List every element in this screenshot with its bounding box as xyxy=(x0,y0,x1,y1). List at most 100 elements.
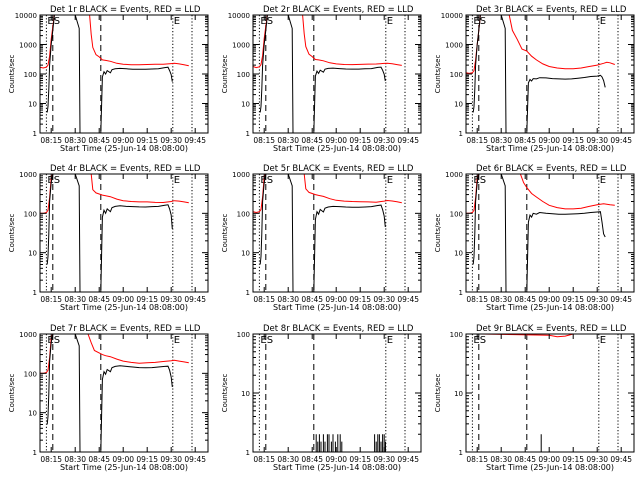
det-3-x-tick-label: 08:15 xyxy=(466,136,488,145)
det-3-x-tick-label: 09:45 xyxy=(610,136,632,145)
det-7-x-tick-label: 08:15 xyxy=(40,455,62,464)
det-4-x-tick-label: 08:30 xyxy=(64,295,86,304)
detector-panel-3: Det 3r BLACK = Events, RED = LLD Counts/s… xyxy=(434,5,635,153)
det-1-y-tick-label: 100 xyxy=(24,71,37,79)
det-1-x-tick-label: 09:00 xyxy=(112,136,134,145)
det-8-marker-label: S xyxy=(267,335,273,346)
det-6-y-tick-label: 10 xyxy=(454,250,463,258)
det-2-marker-label: E xyxy=(260,16,266,27)
det-1-x-tick-label: 08:15 xyxy=(40,136,62,145)
det-9-y-tick-label: 1 xyxy=(459,449,463,457)
det-6-x-axis-label: Start Time (25-Jun-14 08:08:00) xyxy=(486,303,614,312)
det-5-x-tick-label: 08:45 xyxy=(301,295,323,304)
det-6-events-series xyxy=(472,174,606,292)
det-9-marker-label: E xyxy=(473,335,479,346)
det-5-series-group xyxy=(253,174,402,292)
det-2-x-tick-label: 09:30 xyxy=(373,136,395,145)
det-6-x-tick-label: 08:45 xyxy=(514,295,536,304)
det-2-x-axis-label: Start Time (25-Jun-14 08:08:00) xyxy=(273,144,401,153)
det-2-events-series xyxy=(259,15,386,133)
det-4-x-tick-label: 08:15 xyxy=(40,295,62,304)
det-7-y-axis-label: Counts/sec xyxy=(8,374,16,413)
det-5-x-tick-label: 09:45 xyxy=(397,295,419,304)
det-4-x-axis-label: Start Time (25-Jun-14 08:08:00) xyxy=(60,303,188,312)
det-6-marker-label: E xyxy=(600,175,606,186)
det-3-marker-label: E xyxy=(473,16,479,27)
det-7-y-tick-label: 10 xyxy=(28,410,37,418)
det-3-marker-label: E xyxy=(600,16,606,27)
det-9-y-axis-label: Counts/sec xyxy=(434,374,442,413)
det-5-x-tick-label: 09:15 xyxy=(349,295,371,304)
det-1-x-axis-label: Start Time (25-Jun-14 08:08:00) xyxy=(60,144,188,153)
det-8-title: Det 8r BLACK = Events, RED = LLD xyxy=(263,324,414,334)
detector-panel-6: Det 6r BLACK = Events, RED = LLD Counts/s… xyxy=(434,164,635,312)
detector-panel-2: Det 2r BLACK = Events, RED = LLD Counts/s… xyxy=(221,5,422,153)
det-3-y-tick-label: 1000 xyxy=(445,42,463,50)
det-5-y-tick-label: 100 xyxy=(237,210,250,218)
det-3-y-tick-label: 1 xyxy=(459,130,463,138)
det-5-x-tick-label: 08:30 xyxy=(277,295,299,304)
detector-panel-4: Det 4r BLACK = Events, RED = LLD Counts/s… xyxy=(8,164,209,312)
det-7-plot-frame xyxy=(39,333,209,453)
det-4-events-series xyxy=(46,174,173,292)
det-6-x-tick-label: 08:15 xyxy=(466,295,488,304)
detector-panel-1: Det 1r BLACK = Events, RED = LLD Counts/s… xyxy=(8,5,209,153)
det-6-y-axis-label: Counts/sec xyxy=(434,214,442,253)
det-2-y-tick-label: 10 xyxy=(241,101,250,109)
det-1-x-tick-label: 08:45 xyxy=(88,136,110,145)
det-9-x-tick-label: 09:30 xyxy=(586,455,608,464)
det-2-series-group xyxy=(253,15,402,133)
det-9-y-tick-label: 100 xyxy=(450,331,463,339)
det-3-series-group xyxy=(466,15,615,133)
det-8-x-tick-label: 08:45 xyxy=(301,455,323,464)
det-3-y-tick-label: 10000 xyxy=(441,12,463,20)
det-6-title: Det 6r BLACK = Events, RED = LLD xyxy=(476,164,627,174)
det-4-x-tick-label: 09:30 xyxy=(160,295,182,304)
det-2-lld-series xyxy=(253,15,402,69)
det-9-lld-series xyxy=(466,334,575,338)
det-3-title: Det 3r BLACK = Events, RED = LLD xyxy=(476,5,627,15)
det-2-title: Det 2r BLACK = Events, RED = LLD xyxy=(263,5,414,15)
det-3-y-tick-label: 100 xyxy=(450,71,463,79)
det-6-y-tick-label: 1000 xyxy=(445,171,463,179)
det-7-x-tick-label: 09:15 xyxy=(136,455,158,464)
det-4-x-tick-label: 09:45 xyxy=(184,295,206,304)
det-3-x-tick-label: 09:00 xyxy=(538,136,560,145)
det-4-title: Det 4r BLACK = Events, RED = LLD xyxy=(50,164,201,174)
det-1-y-tick-label: 1000 xyxy=(19,42,37,50)
det-5-plot-frame xyxy=(252,173,422,293)
det-4-y-axis-label: Counts/sec xyxy=(8,214,16,253)
det-1-y-tick-label: 1 xyxy=(33,130,37,138)
det-2-x-tick-label: 08:45 xyxy=(301,136,323,145)
det-8-x-tick-label: 09:00 xyxy=(325,455,347,464)
det-3-events-series xyxy=(472,15,606,133)
det-2-y-tick-label: 1 xyxy=(246,130,250,138)
det-1-y-tick-label: 10000 xyxy=(15,12,37,20)
det-5-x-tick-label: 09:00 xyxy=(325,295,347,304)
det-8-x-tick-label: 09:15 xyxy=(349,455,371,464)
det-1-events-series xyxy=(46,15,173,133)
det-1-title: Det 1r BLACK = Events, RED = LLD xyxy=(50,5,201,15)
det-4-x-tick-label: 08:45 xyxy=(88,295,110,304)
det-8-y-tick-label: 10 xyxy=(241,390,250,398)
det-2-y-tick-label: 10000 xyxy=(228,12,250,20)
detector-panel-8: Det 8r BLACK = Events, RED = LLD Counts/s… xyxy=(221,324,422,472)
det-8-x-tick-label: 08:30 xyxy=(277,455,299,464)
detector-panel-7: Det 7r BLACK = Events, RED = LLD Counts/s… xyxy=(8,324,209,472)
detector-panel-5: Det 5r BLACK = Events, RED = LLD Counts/s… xyxy=(221,164,422,312)
det-9-marker-label: S xyxy=(480,335,486,346)
det-6-series-group xyxy=(466,174,615,292)
det-5-y-tick-label: 10 xyxy=(241,250,250,258)
det-9-x-tick-label: 08:45 xyxy=(514,455,536,464)
det-4-y-tick-label: 10 xyxy=(28,250,37,258)
det-1-x-tick-label: 09:45 xyxy=(184,136,206,145)
det-1-y-axis-label: Counts/sec xyxy=(8,55,16,94)
det-6-x-tick-label: 08:30 xyxy=(490,295,512,304)
det-5-x-axis-label: Start Time (25-Jun-14 08:08:00) xyxy=(273,303,401,312)
det-8-marker-label: E xyxy=(260,335,266,346)
det-5-x-tick-label: 08:15 xyxy=(253,295,275,304)
det-2-x-tick-label: 09:15 xyxy=(349,136,371,145)
det-2-x-tick-label: 09:45 xyxy=(397,136,419,145)
det-8-y-tick-label: 1 xyxy=(246,449,250,457)
